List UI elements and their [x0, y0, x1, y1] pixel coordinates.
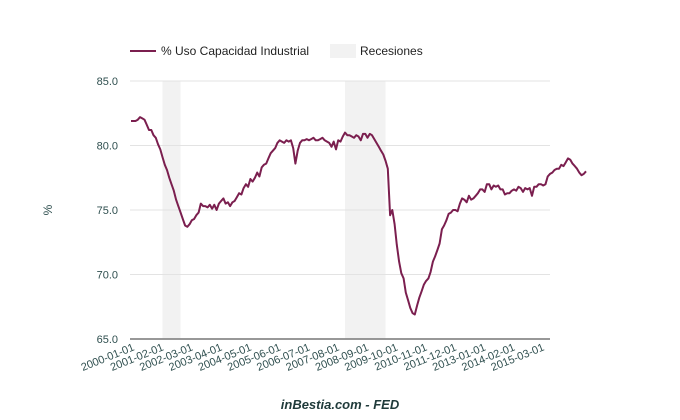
source-footer: inBestia.com - FED [281, 397, 400, 412]
y-tick-label: 65.0 [97, 334, 118, 346]
x-axis-ticks: 2000-01-012001-02-012002-03-012003-04-01… [79, 342, 546, 374]
y-axis-label: % [41, 204, 55, 215]
y-tick-label: 70.0 [97, 270, 118, 282]
series-line-capacity [131, 116, 587, 316]
y-tick-label: 80.0 [97, 141, 118, 153]
gridlines [130, 80, 550, 275]
legend-label-capacity: % Uso Capacidad Industrial [161, 44, 309, 58]
legend-label-recessions: Recesiones [360, 44, 423, 58]
y-tick-label: 75.0 [97, 205, 118, 217]
y-axis-ticks: 85.0 80.0 75.0 70.0 65.0 [97, 76, 118, 346]
y-tick-label: 85.0 [97, 76, 118, 88]
legend-recession-swatch [330, 44, 356, 58]
legend: % Uso Capacidad Industrial Recesiones [130, 44, 423, 58]
